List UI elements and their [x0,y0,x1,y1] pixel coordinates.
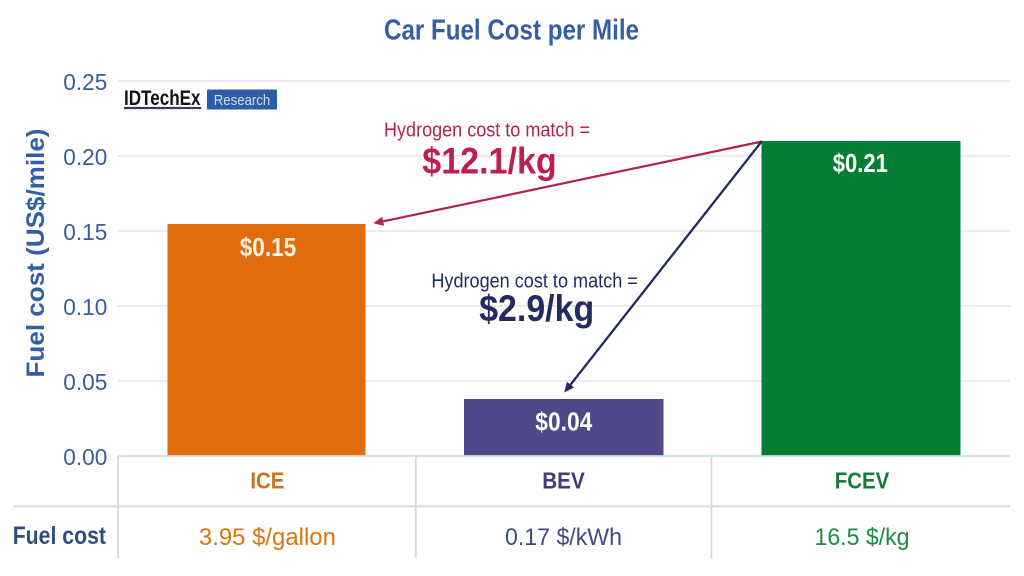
svg-text:Hydrogen cost to match =: Hydrogen cost to match = [384,120,590,142]
svg-text:Hydrogen cost to match =: Hydrogen cost to match = [431,270,638,292]
svg-text:16.5 $/kg: 16.5 $/kg [815,524,910,551]
svg-text:$0.15: $0.15 [240,232,297,262]
svg-text:0.20: 0.20 [63,144,107,170]
svg-text:0.00: 0.00 [63,444,107,470]
svg-text:BEV: BEV [542,468,585,494]
svg-text:Fuel cost: Fuel cost [13,522,107,550]
svg-text:$2.9/kg: $2.9/kg [479,288,594,329]
svg-text:FCEV: FCEV [835,468,890,494]
svg-text:Fuel cost (US$/mile): Fuel cost (US$/mile) [22,129,50,378]
svg-text:Car Fuel Cost per Mile: Car Fuel Cost per Mile [384,15,639,47]
svg-text:0.25: 0.25 [63,69,107,95]
svg-text:0.05: 0.05 [63,369,107,395]
svg-text:$0.04: $0.04 [535,407,592,437]
svg-text:$12.1/kg: $12.1/kg [422,141,557,182]
svg-text:ICE: ICE [250,468,284,494]
svg-text:$0.21: $0.21 [833,148,888,178]
svg-text:0.15: 0.15 [63,219,107,245]
svg-text:Research: Research [214,92,271,109]
svg-text:IDTechEx: IDTechEx [124,87,201,110]
svg-text:0.17 $/kWh: 0.17 $/kWh [505,524,622,551]
svg-text:0.10: 0.10 [63,294,107,320]
svg-text:3.95 $/gallon: 3.95 $/gallon [199,524,336,551]
